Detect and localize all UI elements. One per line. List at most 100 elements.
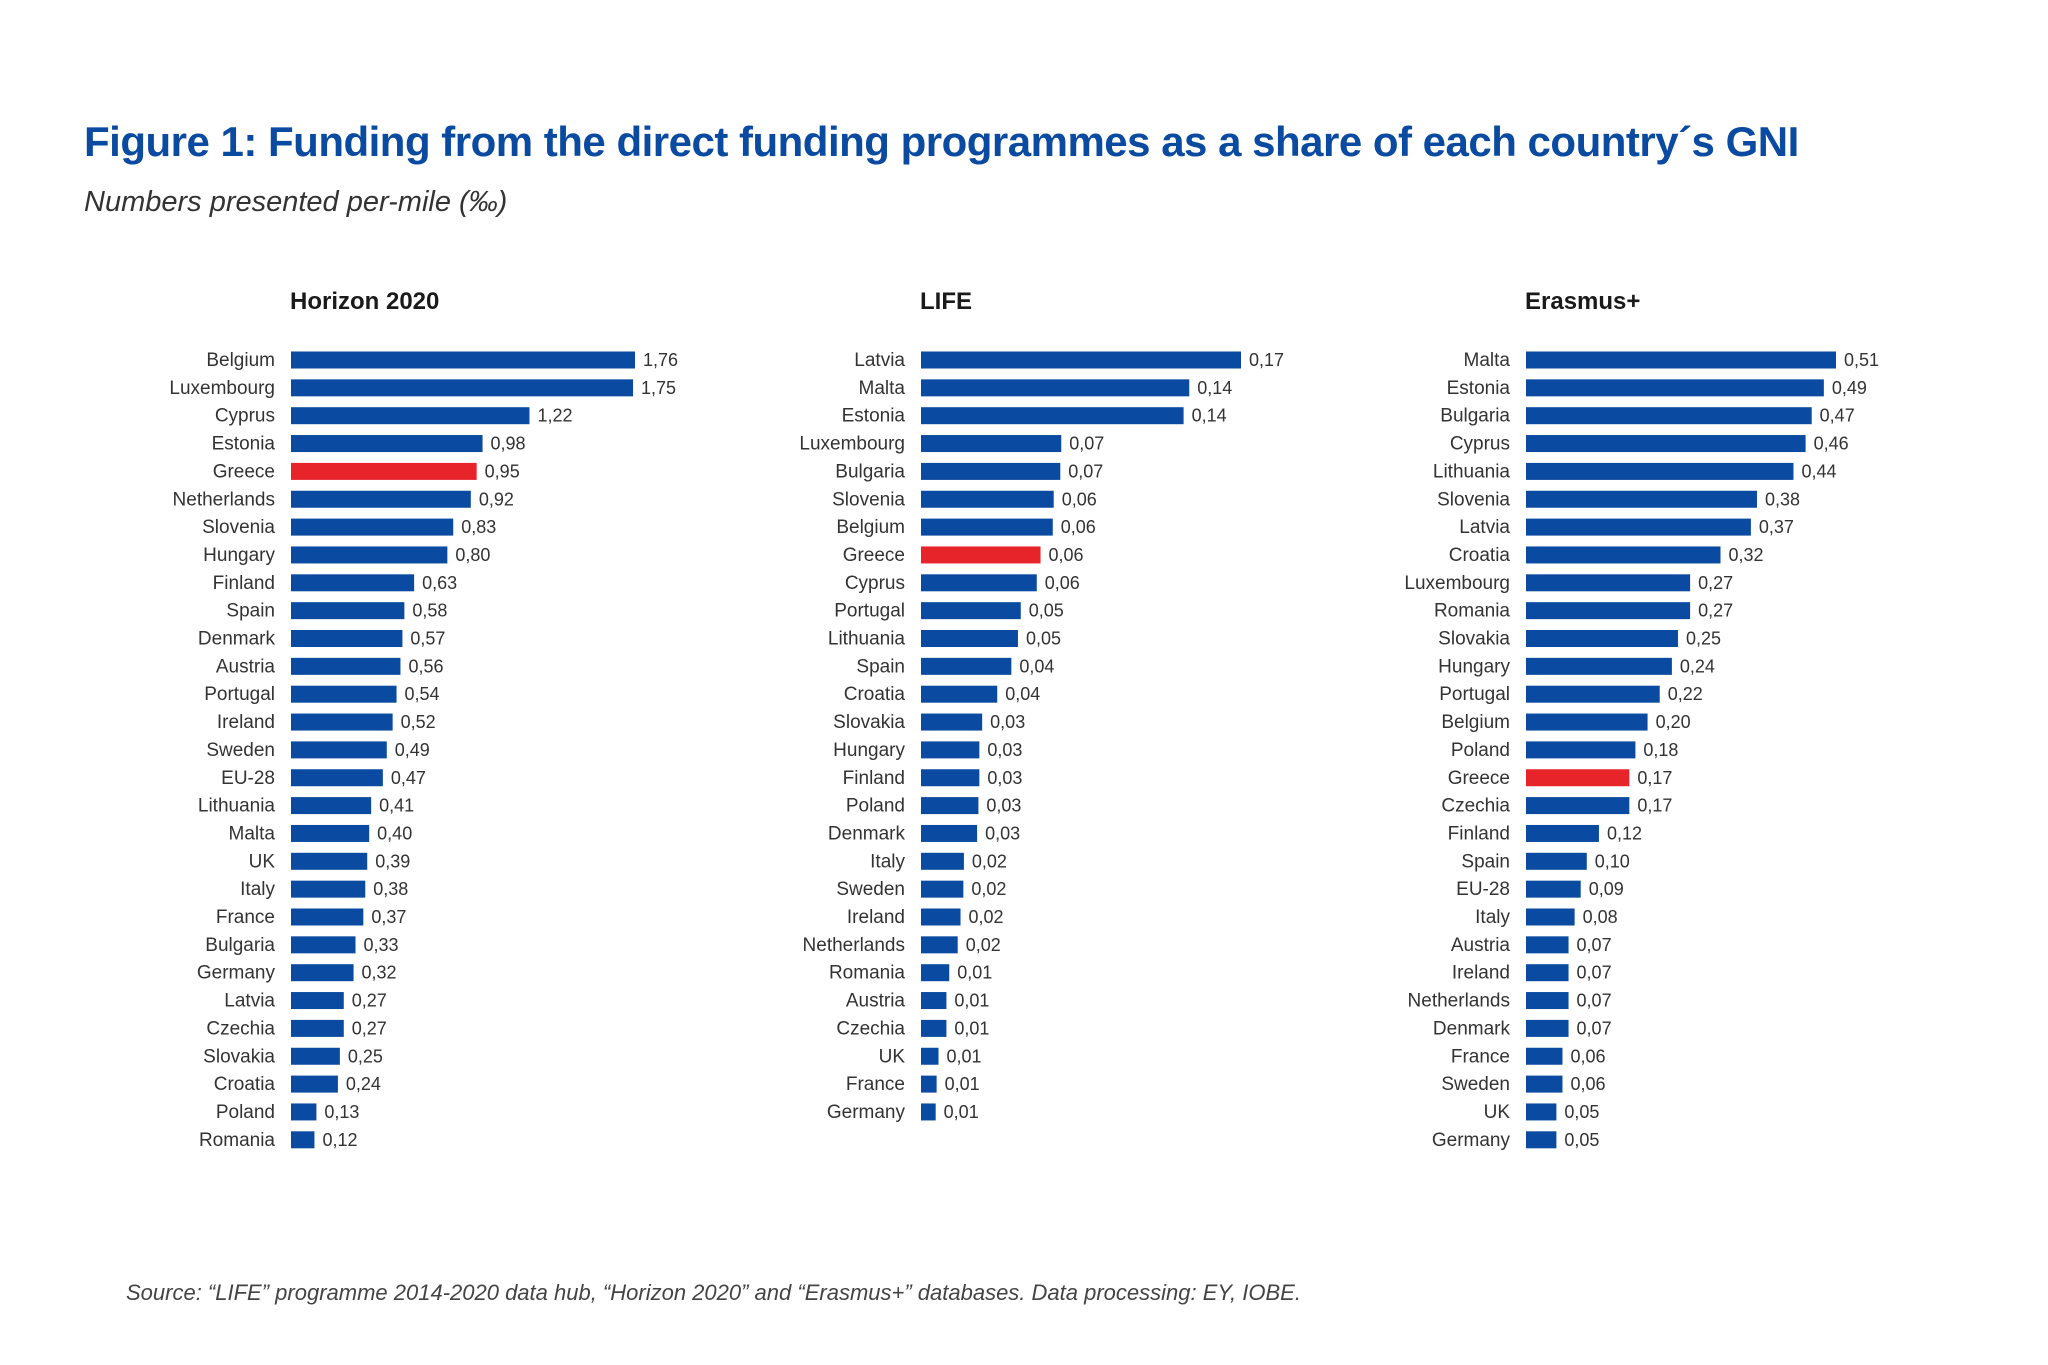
bar	[291, 1103, 317, 1121]
category-label: Lithuania	[1433, 461, 1511, 482]
bar-row-lithuania: Lithuania 0,05	[828, 629, 1061, 650]
category-label: Ireland	[217, 712, 275, 733]
life-chart: Latvia 0,17 Malta 0,14 Estonia 0,14 Luxembourg…	[799, 350, 1284, 1123]
value-label: 0,58	[412, 601, 447, 621]
bar-row-bulgaria: Bulgaria 0,47	[1440, 406, 1854, 427]
category-label: Austria	[846, 991, 906, 1012]
bar-row-ireland: Ireland 0,52	[217, 712, 436, 733]
category-label: Sweden	[1441, 1074, 1510, 1095]
category-label: Croatia	[1449, 545, 1511, 566]
bar	[1526, 490, 1757, 508]
value-label: 0,03	[985, 823, 1020, 843]
value-label: 0,02	[972, 851, 1007, 871]
value-label: 0,17	[1637, 768, 1672, 788]
bar	[291, 992, 344, 1010]
category-label: Germany	[1432, 1130, 1511, 1151]
bar	[291, 518, 454, 536]
value-label: 0,07	[1577, 1018, 1612, 1038]
value-label: 0,03	[986, 796, 1021, 816]
value-label: 0,05	[1564, 1130, 1599, 1150]
figure-subtitle: Numbers presented per-mile (‰)	[84, 186, 508, 218]
erasmus-panel-title: Erasmus+	[1525, 288, 1641, 315]
bar-row-uk: UK 0,05	[1484, 1102, 1600, 1123]
value-label: 0,92	[479, 489, 514, 509]
category-label: Denmark	[828, 823, 906, 844]
bar-row-austria: Austria 0,56	[216, 656, 444, 677]
category-label: Czechia	[1441, 796, 1510, 817]
bar	[921, 574, 1037, 592]
category-label: Slovenia	[832, 489, 905, 510]
bar-row-netherlands: Netherlands 0,07	[1408, 991, 1612, 1012]
bar	[921, 992, 947, 1010]
category-label: UK	[249, 851, 276, 872]
bar	[291, 685, 397, 703]
value-label: 1,22	[537, 406, 572, 426]
bar	[291, 435, 483, 453]
bar	[921, 797, 979, 815]
category-label: EU-28	[221, 768, 275, 789]
bar	[291, 741, 387, 759]
value-label: 0,01	[954, 1018, 989, 1038]
category-label: Malta	[859, 378, 906, 399]
value-label: 0,38	[373, 879, 408, 899]
category-label: Luxembourg	[169, 378, 275, 399]
bar	[1526, 1131, 1557, 1149]
value-label: 0,06	[1061, 517, 1096, 537]
bar	[1526, 936, 1569, 954]
value-label: 0,04	[1005, 684, 1040, 704]
value-label: 0,47	[1820, 406, 1855, 426]
value-label: 0,07	[1577, 935, 1612, 955]
value-label: 0,01	[957, 963, 992, 983]
bar-row-france: France 0,37	[216, 907, 407, 928]
bar	[921, 379, 1190, 397]
bar-row-spain: Spain 0,58	[226, 601, 447, 622]
bar-row-poland: Poland 0,18	[1451, 740, 1679, 761]
value-label: 0,32	[362, 963, 397, 983]
bar	[921, 769, 980, 787]
bar-row-bulgaria: Bulgaria 0,07	[835, 461, 1103, 482]
value-label: 0,51	[1844, 350, 1879, 370]
bar-highlighted	[291, 462, 477, 480]
bar-row-estonia: Estonia 0,98	[212, 434, 526, 455]
bar-row-uk: UK 0,39	[249, 851, 411, 872]
value-label: 0,02	[969, 907, 1004, 927]
bar-row-netherlands: Netherlands 0,02	[803, 935, 1001, 956]
bar-row-greece: Greece 0,17	[1448, 768, 1673, 789]
bar-row-luxembourg: Luxembourg 1,75	[169, 378, 676, 399]
bar-row-latvia: Latvia 0,27	[224, 991, 387, 1012]
category-label: Italy	[870, 851, 905, 872]
bar-row-sweden: Sweden 0,02	[836, 879, 1006, 900]
value-label: 0,07	[1069, 434, 1104, 454]
bar	[291, 657, 401, 675]
bar-row-germany: Germany 0,01	[827, 1102, 979, 1123]
category-label: Greece	[213, 461, 275, 482]
bar-row-sweden: Sweden 0,49	[206, 740, 429, 761]
bar-row-portugal: Portugal 0,05	[834, 601, 1064, 622]
bar	[1526, 908, 1575, 926]
value-label: 0,17	[1637, 796, 1672, 816]
category-label: Portugal	[1439, 684, 1510, 705]
bar-row-slovenia: Slovenia 0,06	[832, 489, 1097, 510]
value-label: 0,05	[1564, 1102, 1599, 1122]
bar-row-hungary: Hungary 0,03	[833, 740, 1022, 761]
category-label: UK	[1484, 1102, 1511, 1123]
bar	[1526, 713, 1648, 731]
bar	[291, 574, 415, 592]
value-label: 0,06	[1570, 1046, 1605, 1066]
value-label: 0,27	[352, 1018, 387, 1038]
bar-row-estonia: Estonia 0,14	[842, 406, 1227, 427]
category-label: France	[1451, 1046, 1510, 1067]
category-label: Denmark	[198, 629, 276, 650]
bar-row-spain: Spain 0,10	[1461, 851, 1629, 872]
value-label: 0,37	[1759, 517, 1794, 537]
bar	[291, 1131, 315, 1149]
category-label: Luxembourg	[1404, 573, 1510, 594]
category-label: Cyprus	[215, 406, 275, 427]
value-label: 0,80	[455, 545, 490, 565]
category-label: Romania	[1434, 601, 1510, 622]
value-label: 0,24	[346, 1074, 381, 1094]
category-label: Hungary	[1438, 656, 1510, 677]
category-label: Spain	[226, 601, 275, 622]
bar-row-czechia: Czechia 0,17	[1441, 796, 1672, 817]
